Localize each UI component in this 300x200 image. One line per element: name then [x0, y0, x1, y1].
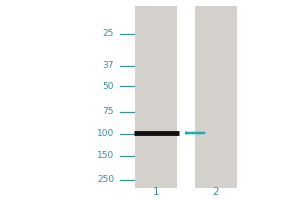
Text: 250: 250 — [97, 176, 114, 184]
Text: 75: 75 — [103, 108, 114, 116]
Bar — [195, 6, 237, 188]
Text: 2: 2 — [213, 187, 219, 197]
Text: 50: 50 — [103, 82, 114, 90]
Text: 100: 100 — [97, 130, 114, 138]
Text: 150: 150 — [97, 152, 114, 160]
Bar — [135, 6, 177, 188]
Text: 1: 1 — [153, 187, 159, 197]
Text: 37: 37 — [103, 62, 114, 71]
Text: 25: 25 — [103, 29, 114, 38]
